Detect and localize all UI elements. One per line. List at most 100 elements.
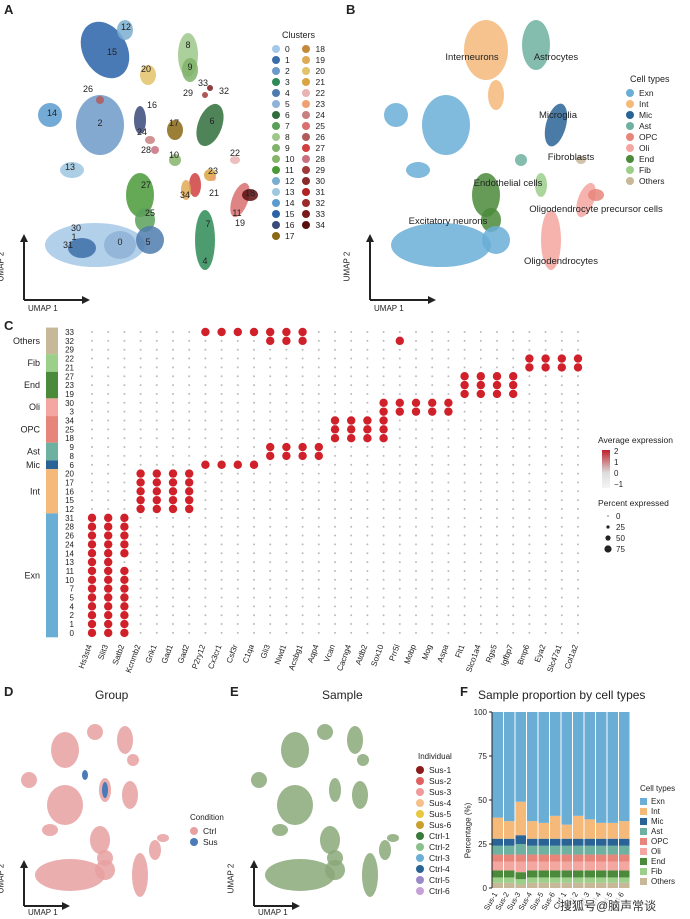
dot	[269, 463, 272, 466]
dot	[528, 401, 531, 404]
dot	[334, 366, 336, 369]
dot	[104, 619, 113, 629]
cluster-region-22	[189, 173, 201, 197]
dot	[139, 366, 142, 369]
celltype-legend-item-Ast: Ast	[626, 120, 665, 131]
dot	[398, 614, 401, 617]
condition-legend: Ctrl Sus	[190, 825, 218, 847]
dot	[479, 525, 482, 528]
dot	[120, 549, 129, 558]
dot	[236, 348, 239, 351]
dot	[528, 516, 531, 519]
dot	[431, 392, 434, 395]
dot	[544, 490, 547, 493]
dot	[172, 419, 174, 422]
dot	[573, 363, 583, 372]
legend-label: 4	[285, 87, 290, 98]
cluster-legend-item-1: 1	[272, 54, 294, 65]
dot	[366, 596, 369, 599]
dot	[301, 605, 304, 608]
dot	[301, 578, 304, 581]
dot	[431, 525, 434, 528]
individual-legend-item-Ctrl-4: Ctrl-4	[416, 863, 451, 874]
bar-segment-End	[573, 870, 584, 878]
dot	[139, 552, 142, 555]
dot	[496, 410, 498, 413]
dot	[204, 339, 207, 342]
bar-segment-End	[607, 870, 618, 878]
dot	[528, 428, 531, 431]
pct-expr-dot	[605, 535, 611, 541]
dot	[155, 605, 158, 608]
dot	[479, 401, 482, 404]
dot	[204, 392, 207, 395]
legend-label: Sus-1	[429, 764, 452, 775]
dot	[544, 596, 547, 599]
dot	[204, 525, 207, 528]
dot	[269, 384, 272, 387]
dot	[382, 348, 385, 351]
dot	[107, 339, 110, 342]
dot	[269, 623, 272, 626]
dot	[269, 587, 272, 590]
dot	[334, 339, 336, 342]
dot	[415, 525, 417, 528]
dot	[350, 410, 353, 413]
dot	[317, 428, 320, 431]
dot	[363, 434, 372, 443]
dot	[496, 543, 498, 546]
pct-expr-tick: 0	[616, 512, 621, 521]
dot	[317, 631, 320, 634]
cluster-legend-item-12: 12	[272, 175, 294, 186]
dot	[415, 437, 417, 440]
dot	[139, 578, 142, 581]
dot	[479, 569, 482, 572]
legend-dot	[416, 820, 424, 829]
bar-segment-Others	[538, 882, 549, 888]
group-region-2	[117, 726, 133, 754]
celltype-region-1	[488, 80, 504, 110]
cluster-legend-item-30: 30	[302, 175, 325, 186]
legend-dot	[302, 154, 311, 163]
dot	[168, 495, 178, 505]
proportion-legend-item-Oli: Oli	[640, 846, 675, 856]
dot	[512, 401, 515, 404]
cluster-row-21: 21	[65, 363, 74, 372]
dot	[415, 552, 417, 555]
dot	[544, 552, 547, 555]
dot	[512, 331, 515, 333]
dot	[155, 446, 158, 449]
cluster-legend-item-33: 33	[302, 208, 325, 219]
dot	[366, 543, 369, 546]
gene-label: Aspa	[436, 643, 451, 664]
dot	[253, 516, 255, 519]
cluster-legend-item-6: 6	[272, 109, 294, 120]
bar-segment-Int	[573, 815, 584, 839]
dot	[220, 437, 223, 440]
gene-label: Aqp4	[306, 643, 321, 664]
umap-y-label-b: UMAP 2	[342, 251, 352, 282]
dot	[479, 481, 482, 484]
bar-segment-Mic	[619, 838, 630, 846]
dot	[415, 481, 417, 484]
dot	[236, 578, 239, 581]
dot	[528, 481, 531, 484]
legend-label: End	[651, 856, 666, 866]
dot	[136, 495, 145, 505]
bar-segment-Others	[619, 882, 630, 888]
dot	[139, 525, 142, 528]
legend-dot	[302, 132, 311, 141]
dot	[366, 534, 369, 537]
dot	[123, 375, 126, 378]
cluster-legend-item-23: 23	[302, 98, 325, 109]
dot	[382, 339, 385, 342]
legend-dot	[302, 99, 311, 108]
legend-dot	[302, 121, 311, 130]
dot	[544, 631, 547, 634]
bar-segment-Others	[584, 882, 595, 888]
dot	[172, 623, 174, 626]
dot	[350, 499, 353, 502]
dot	[334, 463, 336, 466]
group-label-Ast: Ast	[27, 446, 41, 456]
